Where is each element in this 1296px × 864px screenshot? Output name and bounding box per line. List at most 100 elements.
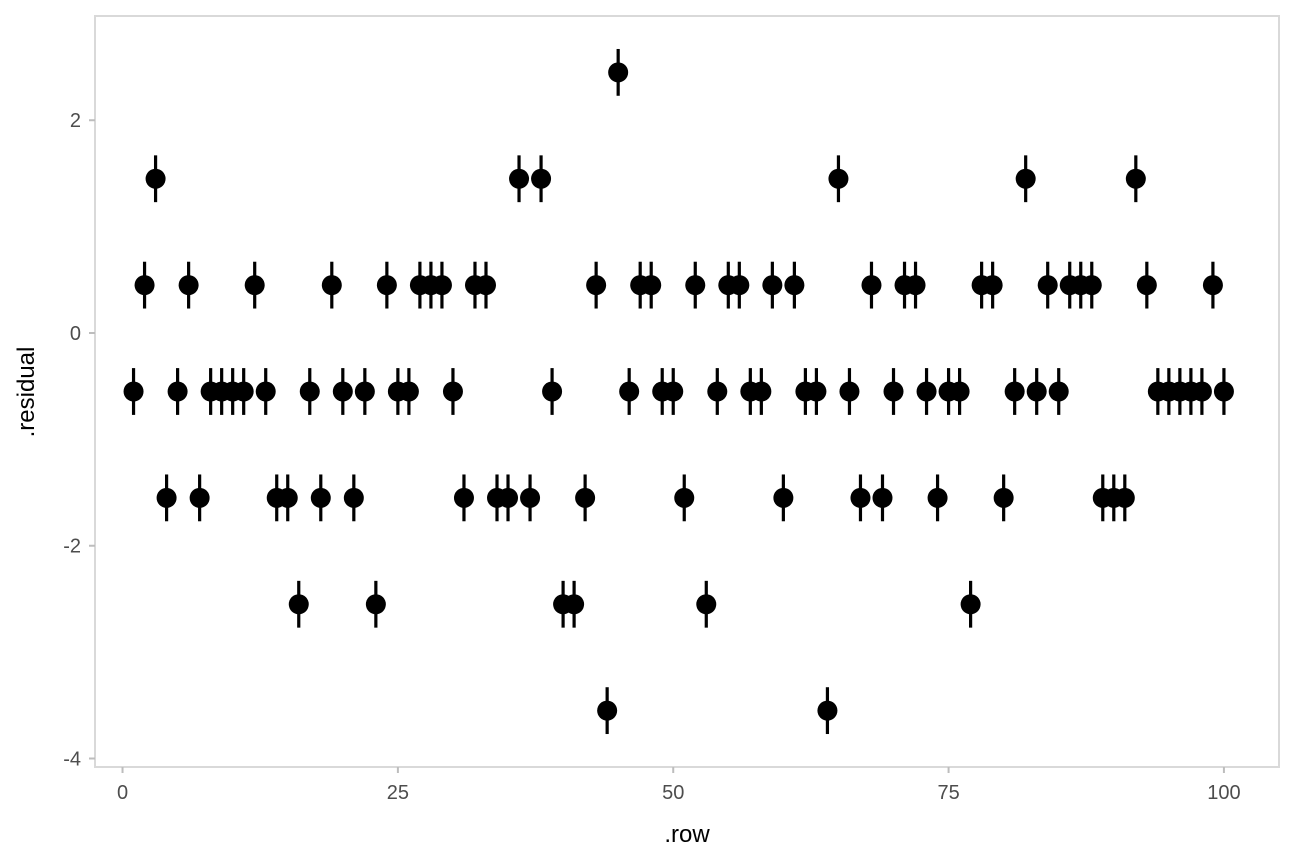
y-axis-ticks: -4 -2 0 2	[63, 110, 95, 770]
data-point	[255, 368, 276, 415]
point-marker	[1037, 275, 1058, 296]
point-marker	[321, 275, 342, 296]
data-point	[696, 580, 717, 628]
data-point	[861, 261, 882, 309]
y-tick-label: 0	[70, 323, 81, 345]
point-marker	[288, 594, 309, 615]
point-marker	[1191, 381, 1212, 402]
point-marker	[619, 381, 640, 402]
data-point	[982, 261, 1003, 309]
point-marker	[376, 275, 397, 296]
data-point	[1136, 261, 1157, 309]
data-point	[916, 368, 937, 415]
point-marker	[531, 168, 552, 189]
point-marker	[663, 381, 684, 402]
point-marker	[255, 381, 276, 402]
data-point	[784, 261, 805, 309]
point-marker	[178, 275, 199, 296]
data-point	[321, 261, 342, 309]
point-marker	[332, 381, 353, 402]
point-marker	[398, 381, 419, 402]
point-marker	[608, 62, 629, 83]
data-point	[354, 368, 375, 415]
data-point	[244, 261, 265, 309]
data-point	[608, 48, 629, 96]
data-point	[597, 687, 618, 735]
data-point	[343, 474, 364, 522]
data-point	[376, 261, 397, 309]
point-marker	[1004, 381, 1025, 402]
point-marker	[828, 168, 849, 189]
data-point	[167, 368, 188, 415]
point-marker	[167, 381, 188, 402]
data-point	[1202, 261, 1223, 309]
point-marker	[817, 700, 838, 721]
data-point	[839, 368, 860, 415]
data-point	[850, 474, 871, 522]
point-marker	[520, 487, 541, 508]
point-marker	[872, 487, 893, 508]
point-marker	[343, 487, 364, 508]
y-tick-label: 2	[70, 110, 81, 132]
data-point	[806, 368, 827, 415]
point-marker	[244, 275, 265, 296]
data-point	[905, 261, 926, 309]
point-marker	[123, 381, 144, 402]
data-point	[751, 368, 772, 415]
y-tick-label: -4	[63, 748, 81, 770]
data-point	[1191, 368, 1212, 415]
data-point	[1048, 368, 1069, 415]
point-marker	[762, 275, 783, 296]
data-point	[453, 474, 474, 522]
data-point	[1026, 368, 1047, 415]
data-point	[475, 261, 496, 309]
point-marker	[586, 275, 607, 296]
data-point	[1114, 474, 1135, 522]
data-point	[641, 261, 662, 309]
data-point	[828, 155, 849, 203]
point-marker	[883, 381, 904, 402]
data-point	[1037, 261, 1058, 309]
point-marker	[905, 275, 926, 296]
data-point	[288, 580, 309, 628]
data-point	[233, 368, 254, 415]
point-marker	[299, 381, 320, 402]
data-point	[134, 261, 155, 309]
point-marker	[784, 275, 805, 296]
data-point	[1213, 368, 1234, 415]
data-point	[762, 261, 783, 309]
point-marker	[310, 487, 331, 508]
point-marker	[806, 381, 827, 402]
data-point	[1081, 261, 1102, 309]
data-point	[729, 261, 750, 309]
point-marker	[597, 700, 618, 721]
point-marker	[354, 381, 375, 402]
data-point	[156, 474, 177, 522]
point-marker	[751, 381, 772, 402]
data-point	[927, 474, 948, 522]
data-point	[707, 368, 728, 415]
point-marker	[927, 487, 948, 508]
data-point	[883, 368, 904, 415]
data-point	[189, 474, 210, 522]
data-point	[685, 261, 706, 309]
point-marker	[453, 487, 474, 508]
data-point	[178, 261, 199, 309]
data-point	[531, 155, 552, 203]
data-point	[509, 155, 530, 203]
point-marker	[277, 487, 298, 508]
data-point	[674, 474, 695, 522]
point-marker	[575, 487, 596, 508]
point-marker	[189, 487, 210, 508]
data-point	[431, 261, 452, 309]
data-point	[960, 580, 981, 628]
y-axis-title: .residual	[13, 347, 40, 438]
data-point	[520, 474, 541, 522]
data-point	[586, 261, 607, 309]
point-marker	[993, 487, 1014, 508]
point-marker	[156, 487, 177, 508]
data-point	[365, 580, 386, 628]
point-marker	[1136, 275, 1157, 296]
data-point	[277, 474, 298, 522]
data-point	[145, 155, 166, 203]
